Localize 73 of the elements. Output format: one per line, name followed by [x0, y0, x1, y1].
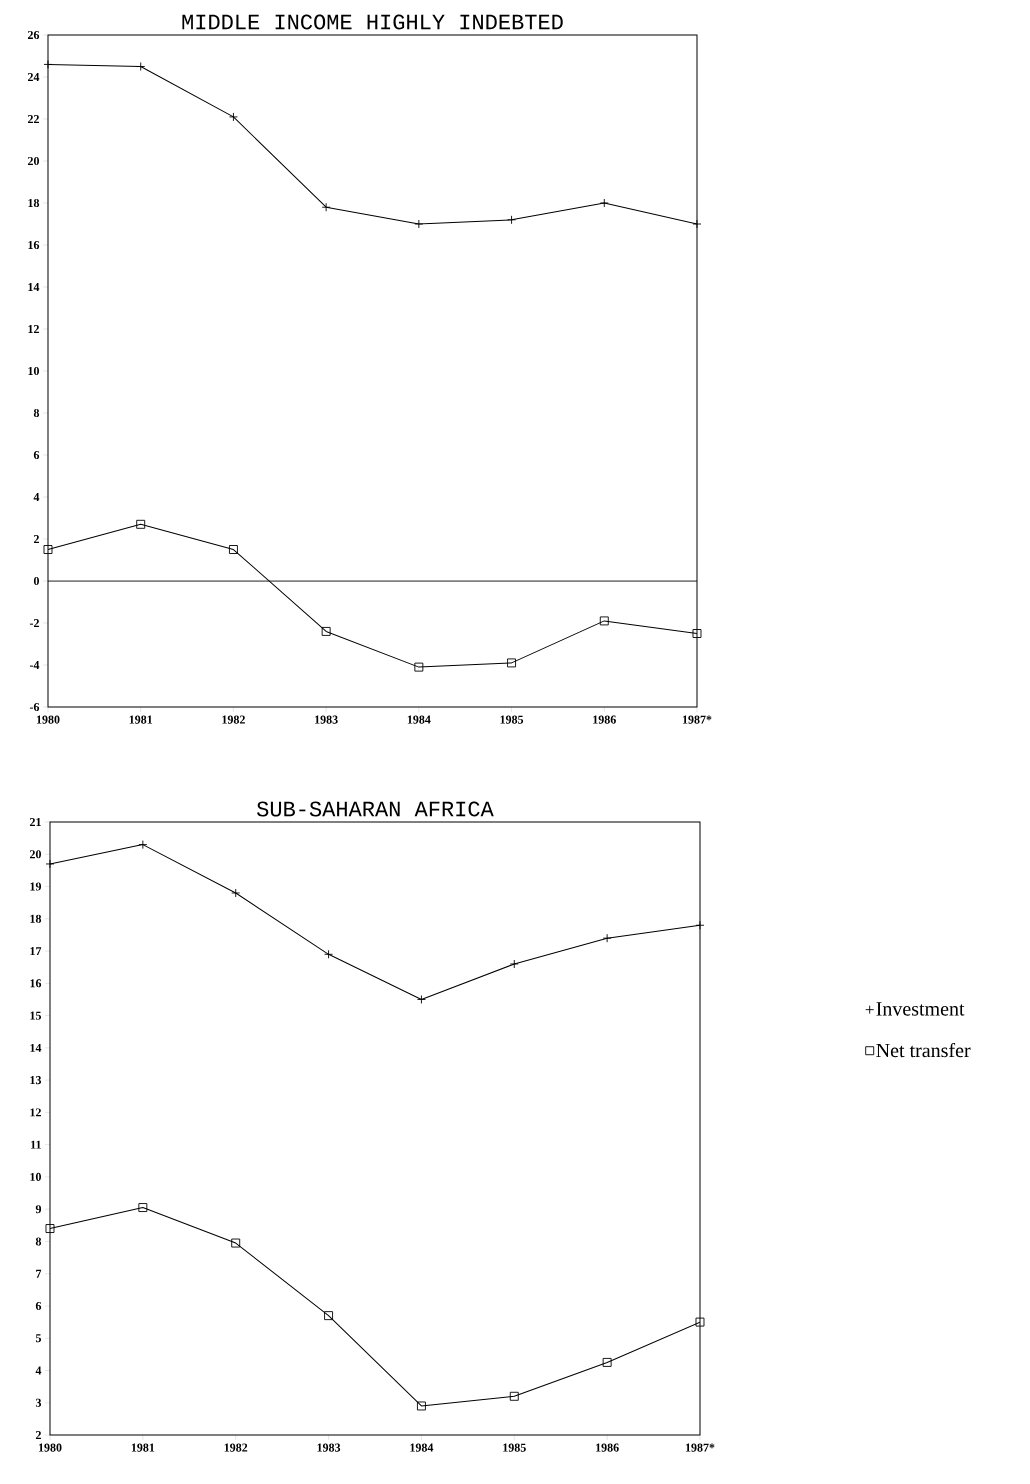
point — [507, 658, 517, 668]
y-tick-label: -6 — [29, 702, 40, 712]
y-tick-label: 8 — [35, 1237, 42, 1246]
point — [321, 626, 331, 636]
x-tick-label: 1987* — [685, 1443, 715, 1452]
y-tick-label: -2 — [29, 619, 39, 627]
y-tick-label: 8 — [33, 408, 40, 418]
y-tick-label: 6 — [33, 450, 40, 460]
x-tick-label: 1987* — [682, 715, 712, 724]
point — [602, 1357, 612, 1367]
y-tick-label: -4 — [29, 661, 40, 669]
y-tick-label: 21 — [29, 818, 41, 826]
y-tick-label: 14 — [28, 283, 40, 291]
point — [136, 519, 146, 529]
y-tick-label: 4 — [33, 493, 40, 501]
y-tick-label: 18 — [30, 914, 42, 923]
x-tick-label: 1982 — [224, 1443, 248, 1452]
x-tick-label: 1986 — [593, 715, 616, 724]
x-tick-label: 1985 — [503, 1443, 526, 1452]
y-tick-label: 18 — [28, 198, 40, 208]
y-tick-label: 9 — [35, 1205, 42, 1214]
point — [231, 1238, 241, 1248]
point — [45, 1224, 55, 1233]
y-tick-label: 3 — [35, 1398, 42, 1407]
legend-label: Net transfer — [876, 1042, 971, 1058]
y-tick-label: 24 — [27, 73, 40, 81]
x-tick-label: 1981 — [129, 715, 153, 724]
y-tick-label: 15 — [30, 1011, 42, 1020]
chart-title: MIDDLE INCOME HIGHLY INDEBTED — [182, 14, 563, 30]
y-tick-label: 6 — [35, 1301, 42, 1310]
y-tick-label: 5 — [35, 1334, 42, 1343]
y-tick-label: 4 — [35, 1366, 42, 1375]
y-tick-label: 20 — [27, 156, 39, 166]
point — [414, 662, 424, 672]
point — [43, 545, 53, 554]
x-tick-label: 1985 — [500, 715, 524, 724]
x-tick-label: 1982 — [222, 715, 245, 724]
y-tick-label: 14 — [30, 1043, 42, 1052]
x-tick-label: 1980 — [36, 715, 60, 724]
point — [692, 629, 702, 638]
x-tick-label: 1981 — [131, 1443, 155, 1452]
x-tick-label: 1983 — [317, 1443, 341, 1452]
point — [138, 1203, 148, 1213]
x-tick-label: 1980 — [38, 1443, 62, 1452]
x-tick-label: 1984 — [410, 1443, 434, 1452]
point — [228, 545, 238, 554]
x-tick-label: 1983 — [315, 715, 338, 724]
point — [695, 1317, 705, 1327]
chart-title: SUB-SAHARAN AFRICA — [257, 801, 494, 817]
y-tick-label: 16 — [30, 979, 42, 988]
y-tick-label: 0 — [33, 576, 39, 586]
legend-label: Investment — [876, 1002, 965, 1016]
x-tick-label: 1984 — [407, 715, 431, 724]
y-tick-label: 12 — [28, 325, 39, 333]
y-tick-label: 17 — [30, 947, 42, 956]
y-tick-label: 2 — [33, 535, 39, 543]
point — [416, 1401, 426, 1411]
y-tick-label: 19 — [30, 882, 42, 891]
point — [324, 1311, 334, 1321]
y-tick-label: 16 — [28, 240, 40, 250]
y-tick-label: 20 — [29, 850, 41, 859]
y-tick-label: 7 — [36, 1269, 42, 1278]
y-tick-label: 11 — [31, 1140, 41, 1149]
y-tick-label: 12 — [30, 1108, 41, 1117]
x-tick-label: 1986 — [596, 1443, 619, 1452]
y-tick-label: 2 — [35, 1431, 41, 1439]
y-tick-label: 10 — [30, 1172, 41, 1181]
y-tick-label: 26 — [27, 30, 40, 40]
point — [509, 1391, 519, 1401]
y-tick-label: 10 — [28, 366, 39, 376]
y-tick-label: 13 — [30, 1076, 42, 1085]
y-tick-label: 22 — [27, 115, 39, 123]
point — [599, 616, 609, 626]
